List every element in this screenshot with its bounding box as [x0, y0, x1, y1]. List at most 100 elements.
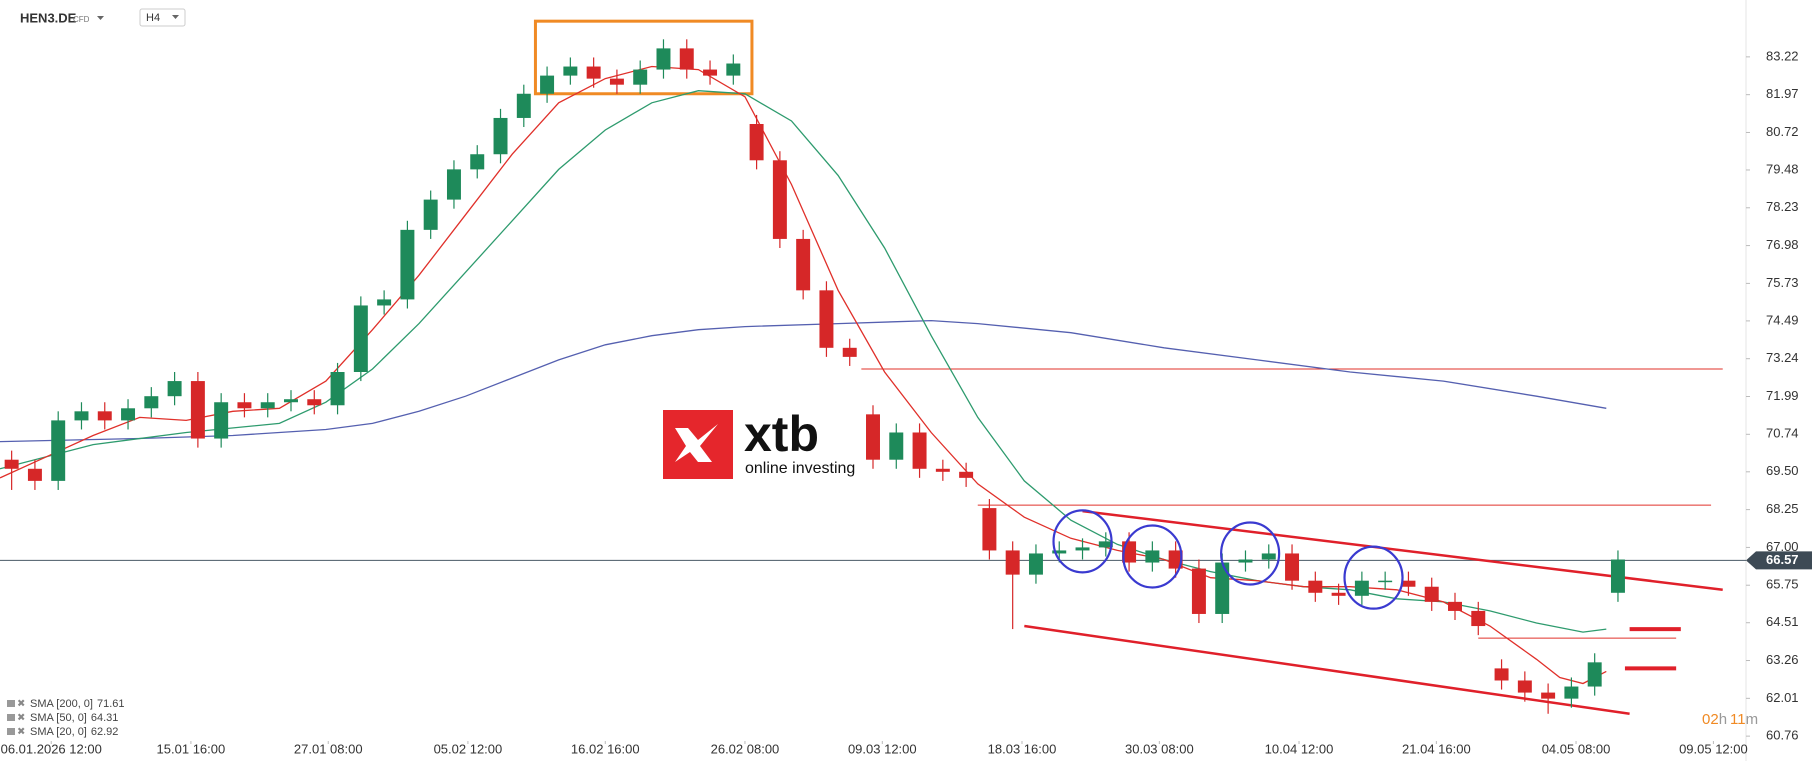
- candle-body: [633, 69, 648, 85]
- logo-x: [675, 424, 718, 462]
- timeframe-dropdown[interactable]: [172, 15, 179, 19]
- candle-body: [1494, 668, 1509, 681]
- y-tick-label: 80.72: [1766, 124, 1799, 139]
- candle-body: [353, 305, 368, 372]
- candle-body: [1261, 553, 1276, 560]
- candle-body: [423, 199, 438, 230]
- candle-body: [330, 372, 345, 406]
- x-tick-label: 27.01 08:00: [294, 741, 363, 756]
- legend-name: SMA [20, 0]: [30, 726, 87, 738]
- countdown: 02h 11m: [1702, 711, 1758, 728]
- annotation-line: [1024, 624, 1630, 715]
- y-tick-label: 68.25: [1766, 501, 1799, 516]
- x-tick-label: 18.03 16:00: [988, 741, 1057, 756]
- candle-body: [237, 402, 252, 409]
- candle-body: [74, 411, 89, 421]
- candle-body: [144, 396, 159, 409]
- candle-body: [1285, 553, 1300, 581]
- candle-body: [679, 48, 694, 70]
- annotation-box: [533, 19, 754, 96]
- y-tick-label: 62.01: [1766, 690, 1799, 705]
- y-tick-label: 78.23: [1766, 199, 1799, 214]
- candle-body: [121, 408, 136, 421]
- x-tick-label: 16.02 16:00: [571, 741, 640, 756]
- candle-body: [446, 169, 461, 200]
- candle-body: [27, 468, 42, 481]
- candle-body: [1378, 580, 1393, 583]
- candle-body: [1238, 559, 1253, 563]
- y-tick-label: 64.51: [1766, 614, 1799, 629]
- x-tick-label: 09.03 12:00: [848, 741, 917, 756]
- logo-tagline: online investing: [745, 460, 855, 477]
- legend-icon: [7, 700, 15, 707]
- y-tick-label: 73.24: [1766, 350, 1799, 365]
- candle-body: [796, 238, 811, 291]
- candle-body: [656, 48, 671, 70]
- candle-body: [493, 117, 508, 155]
- candle-body: [97, 411, 112, 421]
- countdown-hours: 02: [1702, 711, 1719, 728]
- legend-entry: SMA [20, 0] 62.92: [30, 726, 118, 738]
- annotation-circle: [1122, 524, 1183, 589]
- x-tick-label: 21.04 16:00: [1402, 741, 1471, 756]
- candle-body: [1191, 568, 1206, 614]
- y-tick-label: 71.99: [1766, 388, 1799, 403]
- candle-body: [1610, 559, 1625, 593]
- logo-brand: xtb: [744, 406, 819, 462]
- y-tick-label: 76.98: [1766, 237, 1799, 252]
- candle-body: [1448, 601, 1462, 611]
- candle-body: [1517, 680, 1532, 693]
- candle-body: [819, 290, 834, 348]
- legend-name: SMA [200, 0]: [30, 698, 93, 710]
- instrument: CFD: [73, 15, 90, 24]
- legend-entry: SMA [50, 0] 64.31: [30, 712, 118, 724]
- candle-body: [284, 399, 298, 403]
- y-tick-label: 65.75: [1766, 577, 1799, 592]
- legend-value: 62.92: [91, 726, 119, 738]
- candle-body: [703, 69, 718, 76]
- candle-body: [1075, 547, 1090, 551]
- candle-body: [1564, 686, 1579, 699]
- candle-body: [866, 414, 880, 460]
- candle-body: [1354, 580, 1369, 596]
- candle-body: [1541, 692, 1556, 699]
- legend-close[interactable]: ✖: [17, 727, 25, 738]
- annotation-circle: [1220, 521, 1281, 586]
- timeframe-box[interactable]: [139, 8, 186, 27]
- last-price-label: 66.57: [1766, 552, 1799, 567]
- candle-body: [1028, 553, 1043, 575]
- legend-close[interactable]: ✖: [17, 699, 25, 710]
- candle-body: [982, 508, 997, 551]
- countdown-m: m: [1746, 711, 1759, 728]
- candle-body: [307, 399, 322, 406]
- candle-body: [214, 402, 229, 439]
- y-tick-label: 74.49: [1766, 312, 1799, 327]
- legend-close[interactable]: ✖: [17, 713, 25, 724]
- candle-body: [726, 63, 741, 76]
- candle-body: [1471, 610, 1486, 627]
- y-tick-label: 63.26: [1766, 652, 1799, 667]
- y-tick-label: 67.00: [1766, 539, 1799, 554]
- candle-body: [516, 93, 531, 118]
- timeframe: H4: [146, 12, 160, 24]
- candle-body: [167, 381, 182, 397]
- legend-icon: [7, 714, 15, 721]
- candle-body: [4, 459, 19, 469]
- last-price-tag: [1746, 551, 1812, 570]
- symbol: HEN3.DE: [20, 10, 77, 25]
- legend-name: SMA [50, 0]: [30, 712, 87, 724]
- candle-body: [1168, 550, 1183, 569]
- sma-line: [0, 90, 1607, 633]
- y-tick-label: 60.76: [1766, 728, 1799, 743]
- x-tick-label: 26.02 08:00: [711, 741, 780, 756]
- y-tick-label: 79.48: [1766, 161, 1799, 176]
- countdown-h: h: [1719, 711, 1727, 728]
- candle-body: [749, 124, 764, 161]
- candle-body: [1308, 580, 1323, 593]
- candle-body: [1052, 550, 1067, 554]
- candle-body: [377, 299, 392, 306]
- candle-body: [1005, 550, 1020, 575]
- symbol-dropdown[interactable]: [97, 16, 104, 20]
